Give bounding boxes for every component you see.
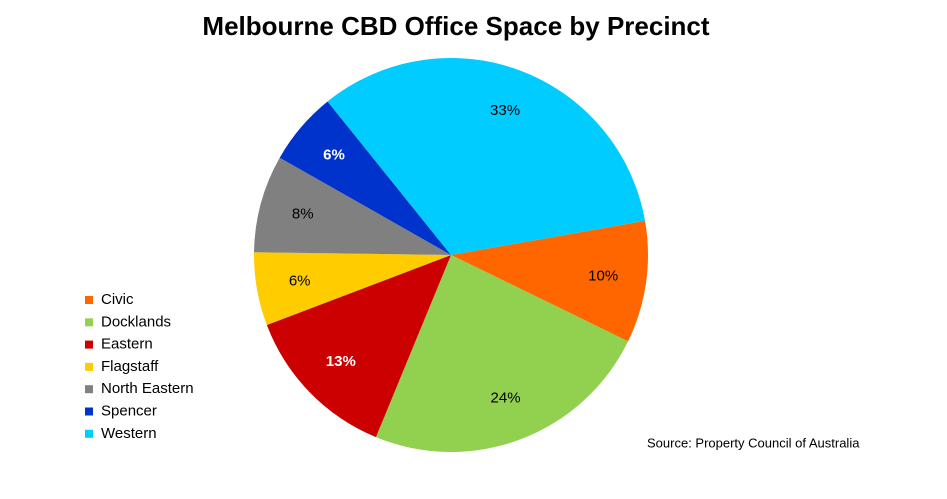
value-label: 10% [588,267,618,284]
legend-label: Eastern [101,336,153,353]
legend-swatch [85,407,93,416]
pie-slice [451,220,648,342]
legend-label: Western [101,425,157,442]
pie-slice [327,58,646,255]
legend-label: North Eastern [101,380,194,397]
legend-label: Civic [101,291,134,308]
legend-swatch [85,362,93,371]
legend-label: Spencer [101,402,157,419]
legend-swatch [85,318,93,327]
value-label: 6% [323,146,345,163]
pie-slice [279,101,451,255]
legend-swatch [85,385,93,394]
value-label: 6% [289,273,311,290]
value-label: 13% [326,353,356,370]
pie-slice [254,252,451,325]
legend-swatch [85,296,93,304]
value-label: 33% [490,102,520,119]
legend-label: Docklands [101,313,171,330]
pie-slice [266,255,451,438]
legend-swatch [85,340,93,349]
pie-slice [375,255,629,452]
source-note: Source: Property Council of Australia [647,435,860,450]
value-label: 8% [292,206,314,223]
legend-swatch [85,429,93,438]
value-label: 24% [491,390,521,407]
chart-title: Melbourne CBD Office Space by Precinct [202,11,709,41]
legend-label: Flagstaff [101,358,159,375]
pie-slice [254,157,451,255]
